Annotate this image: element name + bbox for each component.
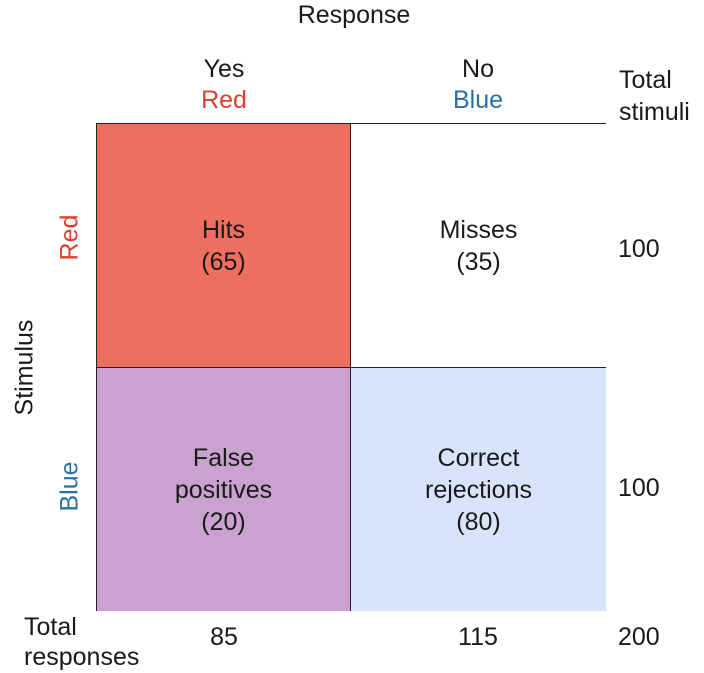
cell-hits-title: Hits bbox=[201, 215, 246, 244]
cell-correct-rejections-count: (80) bbox=[456, 507, 501, 536]
cell-hits: Hits (65) bbox=[97, 124, 351, 368]
row-red-total: 100 bbox=[618, 235, 660, 263]
cell-correct-rejections: Correct rejections (80) bbox=[351, 368, 606, 611]
cell-false-positives-title-1: False bbox=[192, 443, 255, 472]
column-yes-total: 85 bbox=[210, 623, 238, 651]
cell-correct-rejections-title-1: Correct bbox=[437, 443, 520, 472]
response-axis-label: Response bbox=[297, 1, 411, 29]
cell-misses-count: (35) bbox=[456, 247, 501, 276]
cell-false-positives-count: (20) bbox=[201, 507, 246, 536]
row-blue-total: 100 bbox=[618, 474, 660, 502]
cell-misses-title: Misses bbox=[439, 215, 518, 244]
column-no-label: No bbox=[462, 55, 494, 83]
column-blue-label: Blue bbox=[452, 86, 504, 114]
confusion-matrix: Hits (65) Misses (35) False positives (2… bbox=[96, 123, 606, 611]
cell-false-positives: False positives (20) bbox=[97, 368, 351, 611]
cell-correct-rejections-title-2: rejections bbox=[425, 475, 532, 504]
column-no-total: 115 bbox=[458, 623, 498, 651]
total-responses-label-line2: responses bbox=[24, 643, 140, 671]
column-yes-label: Yes bbox=[203, 55, 245, 83]
row-blue-label: Blue bbox=[55, 461, 84, 512]
row-red-label: Red bbox=[55, 214, 84, 261]
stimulus-axis-label: Stimulus bbox=[10, 319, 39, 416]
column-red-label: Red bbox=[201, 86, 247, 114]
grand-total: 200 bbox=[618, 623, 660, 651]
cell-false-positives-title-2: positives bbox=[174, 475, 273, 504]
cell-misses: Misses (35) bbox=[351, 124, 606, 368]
cell-hits-count: (65) bbox=[201, 247, 246, 276]
total-responses-label-line1: Total bbox=[24, 613, 77, 641]
total-stimuli-label-line1: Total bbox=[619, 66, 672, 94]
total-stimuli-label-line2: stimuli bbox=[619, 98, 690, 126]
